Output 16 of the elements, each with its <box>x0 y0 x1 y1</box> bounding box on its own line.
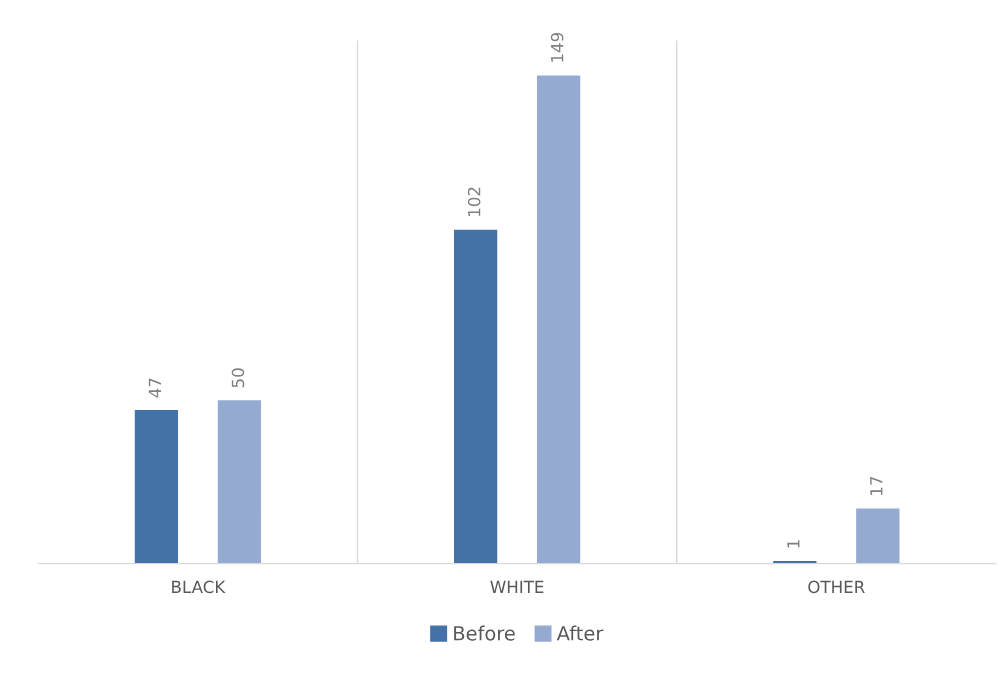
data-label: 47 <box>148 378 162 398</box>
data-label: 102 <box>467 187 481 216</box>
bar <box>854 507 901 564</box>
x-tick-label: WHITE <box>490 580 544 593</box>
data-label: 149 <box>550 32 564 62</box>
data-label: 17 <box>870 476 883 495</box>
data-label: 50 <box>231 368 245 388</box>
legend-label: After <box>556 625 604 641</box>
legend-label: Before <box>454 625 515 641</box>
bar <box>216 398 263 564</box>
bar <box>535 74 582 564</box>
bar <box>133 408 180 564</box>
data-label: 1 <box>787 540 800 548</box>
bar <box>452 228 499 564</box>
x-tick-label: OTHER <box>808 580 865 594</box>
x-tick-label: BLACK <box>172 580 226 594</box>
